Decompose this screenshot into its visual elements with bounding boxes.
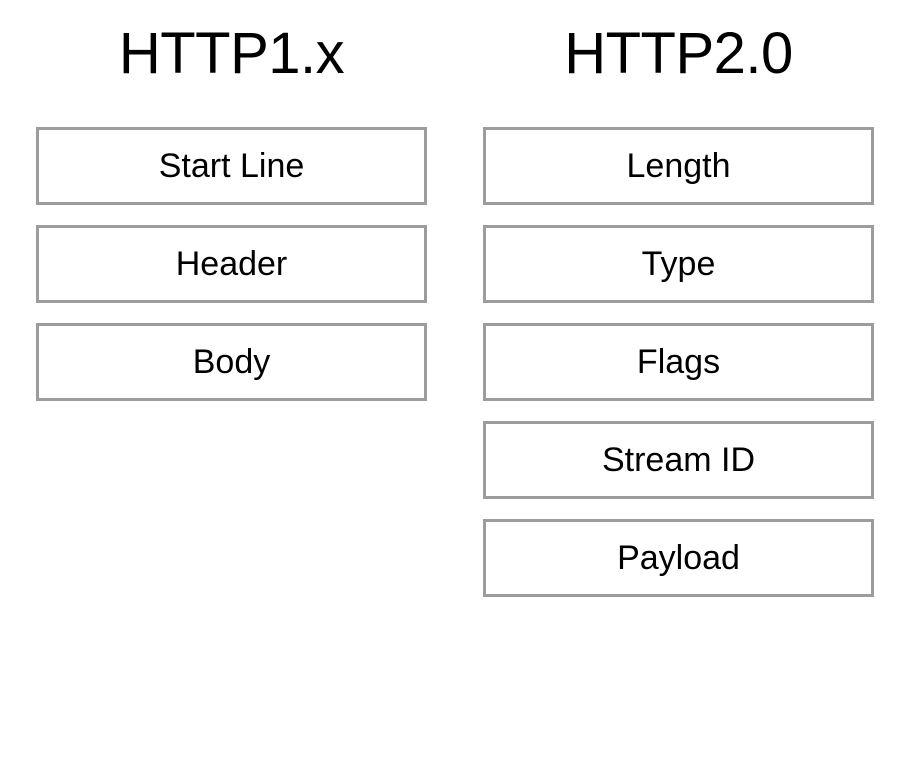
diagram-wrap: HTTP1.x Start Line Header Body HTTP2.0 L… <box>36 20 874 617</box>
box-stream-id: Stream ID <box>483 421 874 499</box>
box-type: Type <box>483 225 874 303</box>
box-payload: Payload <box>483 519 874 597</box>
box-flags: Flags <box>483 323 874 401</box>
box-body: Body <box>36 323 427 401</box>
column-title-http1: HTTP1.x <box>36 20 427 87</box>
box-header: Header <box>36 225 427 303</box>
column-title-http2: HTTP2.0 <box>483 20 874 87</box>
box-length: Length <box>483 127 874 205</box>
column-http2: HTTP2.0 Length Type Flags Stream ID Payl… <box>483 20 874 617</box>
box-start-line: Start Line <box>36 127 427 205</box>
column-http1: HTTP1.x Start Line Header Body <box>36 20 427 617</box>
